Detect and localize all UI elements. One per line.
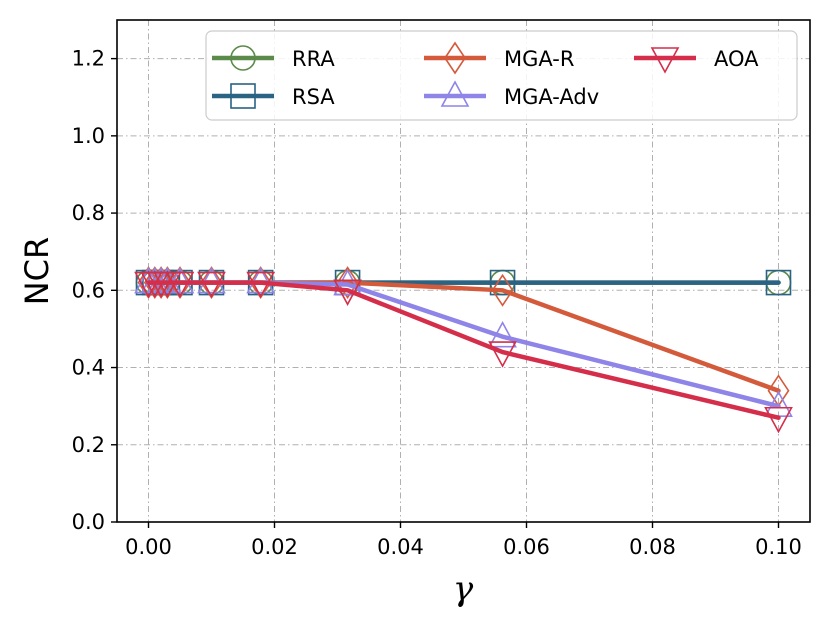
x-tick-label: 0.02 <box>251 535 298 559</box>
y-tick-label: 0.2 <box>72 433 105 457</box>
legend-label-rra: RRA <box>292 47 335 71</box>
series-layer <box>136 268 792 432</box>
y-tick-label: 1.2 <box>72 47 105 71</box>
y-tick-label: 1.0 <box>72 124 105 148</box>
x-tick-label: 0.04 <box>377 535 424 559</box>
x-tick-label: 0.10 <box>755 535 802 559</box>
legend-label-aoa: AOA <box>714 47 759 71</box>
series-line-mga-adv <box>149 283 779 407</box>
x-tick-label: 0.06 <box>503 535 550 559</box>
legend: RRA RSA MGA-R MGA-Adv AOA <box>206 31 797 120</box>
series-line-aoa <box>149 283 779 418</box>
legend-label-mga-adv: MGA-Adv <box>504 85 599 109</box>
x-tick-label: 0.00 <box>125 535 172 559</box>
x-tick-label: 0.08 <box>629 535 676 559</box>
y-tick-label: 0.0 <box>72 510 105 534</box>
y-tick-label: 0.8 <box>72 201 105 225</box>
ncr-line-chart: 0.00 0.02 0.04 0.06 0.08 0.10 0.0 0.2 0.4 0.6 0.8 1… <box>0 0 830 625</box>
series-aoa <box>136 273 792 432</box>
ticks: 0.00 0.02 0.04 0.06 0.08 0.10 0.0 0.2 0.4 0.6 0.8 1… <box>72 47 802 559</box>
x-axis-label: γ <box>453 569 474 609</box>
y-axis-label: NCR <box>18 237 56 306</box>
y-tick-label: 0.4 <box>72 356 105 380</box>
legend-label-rsa: RSA <box>292 85 335 109</box>
legend-label-mga-r: MGA-R <box>504 47 574 71</box>
y-tick-label: 0.6 <box>72 278 105 302</box>
